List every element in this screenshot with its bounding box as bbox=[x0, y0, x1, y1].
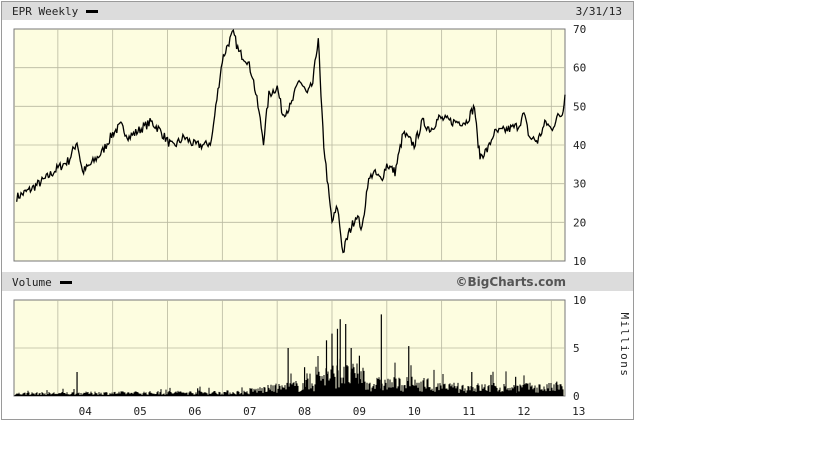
price-grid bbox=[14, 29, 565, 261]
price-y-tick-label: 70 bbox=[573, 23, 586, 36]
price-y-tick-label: 50 bbox=[573, 100, 586, 113]
x-tick-label: 05 bbox=[133, 405, 146, 418]
volume-label: Volume bbox=[12, 276, 52, 289]
x-axis: 04 05 06 07 08 09 10 11 12 13 bbox=[79, 405, 586, 418]
price-y-tick-label: 60 bbox=[573, 62, 586, 75]
x-tick-label: 09 bbox=[353, 405, 366, 418]
volume-bars bbox=[14, 314, 564, 396]
x-tick-label: 04 bbox=[79, 405, 93, 418]
chart-date: 3/31/13 bbox=[576, 5, 622, 18]
volume-y-axis: 0 5 10 bbox=[573, 294, 586, 403]
legend-swatch-price bbox=[86, 10, 98, 13]
bigcharts-brand: ©BigCharts.com bbox=[455, 275, 566, 289]
x-tick-label: 11 bbox=[462, 405, 475, 418]
price-y-tick-label: 10 bbox=[573, 255, 586, 268]
volume-y-tick-label: 10 bbox=[573, 294, 586, 307]
x-tick-label: 06 bbox=[188, 405, 201, 418]
x-tick-label: 08 bbox=[298, 405, 311, 418]
price-header-bar bbox=[2, 2, 633, 20]
price-y-tick-label: 30 bbox=[573, 178, 586, 191]
ticker-label: EPR Weekly bbox=[12, 5, 79, 18]
volume-header-bar bbox=[2, 272, 633, 291]
volume-y-tick-label: 0 bbox=[573, 390, 580, 403]
x-tick-label: 12 bbox=[517, 405, 530, 418]
legend-swatch-volume bbox=[60, 281, 72, 284]
volume-y-tick-label: 5 bbox=[573, 342, 580, 355]
x-tick-label: 13 bbox=[572, 405, 585, 418]
volume-unit-label: Millions bbox=[618, 313, 631, 378]
x-tick-label: 07 bbox=[243, 405, 256, 418]
price-y-tick-label: 20 bbox=[573, 216, 586, 229]
price-line bbox=[16, 28, 566, 254]
x-tick-label: 10 bbox=[408, 405, 421, 418]
price-y-tick-label: 40 bbox=[573, 139, 586, 152]
price-y-axis: 10 20 30 40 50 60 70 bbox=[573, 23, 586, 268]
